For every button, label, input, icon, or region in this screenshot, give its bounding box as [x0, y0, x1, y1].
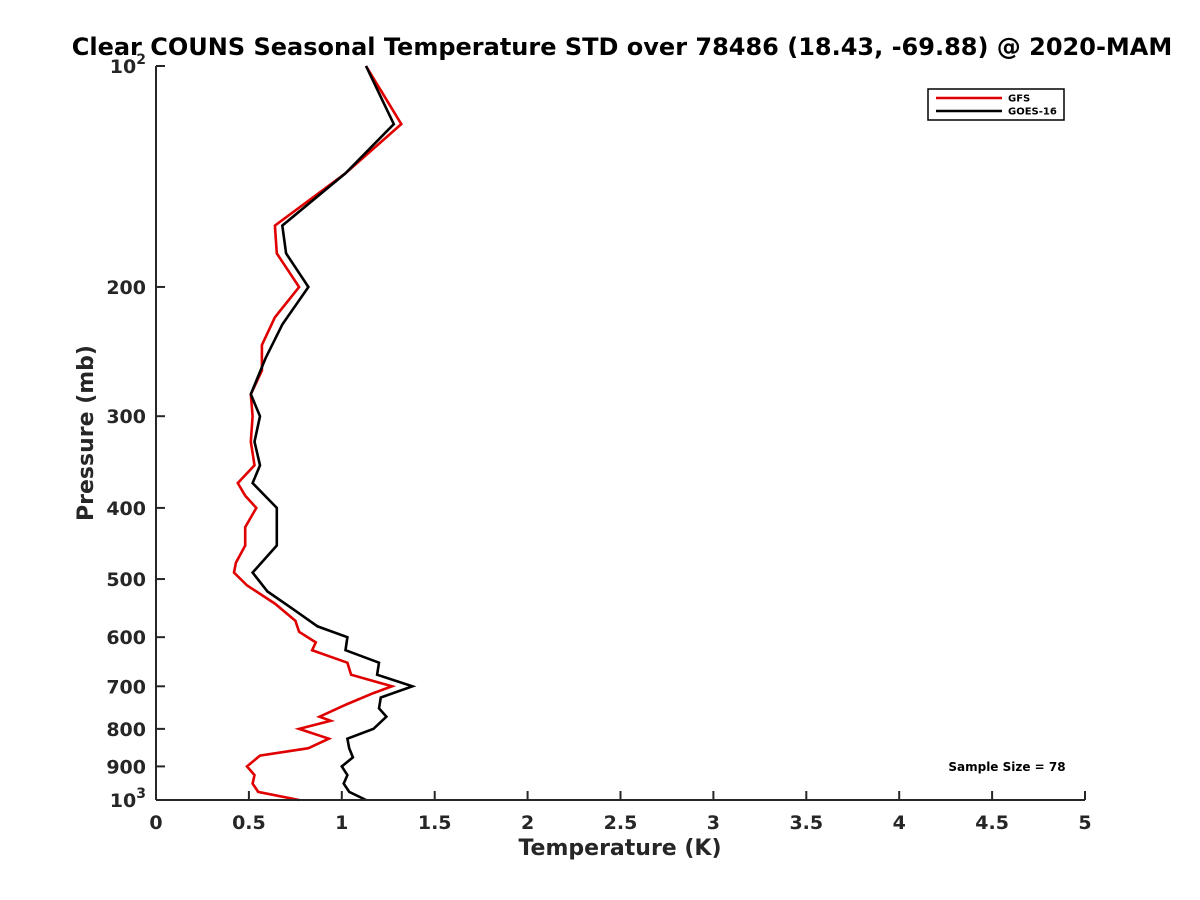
x-axis-ticks: 0 0.5 1 1.5 2 2.5 3 3.5 4 4.5 5 — [149, 791, 1092, 834]
legend-label-gfs: GFS — [1008, 94, 1030, 105]
x-tick-label: 1.5 — [418, 812, 452, 834]
y-tick-label: 400 — [106, 498, 146, 520]
y-tick-label: 500 — [106, 569, 146, 591]
y-tick-label-exponent: 3 — [136, 786, 146, 802]
x-tick-label: 5 — [1078, 812, 1091, 834]
y-tick-label-power: 103 — [110, 786, 146, 812]
x-tick-label: 3.5 — [789, 812, 823, 834]
y-tick-label: 200 — [106, 277, 146, 299]
x-tick-label: 3 — [707, 812, 720, 834]
series-line-gfs — [232, 65, 403, 802]
y-tick-label: 300 — [106, 406, 146, 428]
legend-box — [927, 88, 1065, 121]
y-tick-label: 600 — [106, 627, 146, 649]
x-axis-label: Temperature (K) — [518, 836, 721, 861]
series-lines — [232, 65, 417, 802]
x-tick-label: 4 — [893, 812, 906, 834]
y-tick-label-base: 10 — [110, 56, 136, 78]
y-tick-label-exponent: 2 — [136, 52, 146, 68]
sample-size-annotation: Sample Size = 78 — [948, 760, 1065, 774]
legend: GFS GOES-16 — [927, 88, 1065, 121]
x-tick-label: 0.5 — [232, 812, 266, 834]
chart-title: Clear COUNS Seasonal Temperature STD ove… — [72, 33, 1173, 61]
x-tick-label: 2.5 — [604, 812, 638, 834]
axes — [155, 66, 1085, 801]
y-tick-label-base: 10 — [110, 790, 136, 812]
x-tick-label: 1 — [335, 812, 348, 834]
y-tick-label-power: 102 — [110, 52, 146, 78]
series-line-goes16 — [249, 65, 417, 802]
y-tick-label: 800 — [106, 719, 146, 741]
y-axis-label: Pressure (mb) — [74, 345, 99, 521]
x-tick-label: 0 — [149, 812, 162, 834]
legend-label-goes16: GOES-16 — [1008, 107, 1057, 118]
x-tick-label: 4.5 — [975, 812, 1009, 834]
y-tick-label: 900 — [106, 756, 146, 778]
x-tick-label: 2 — [521, 812, 534, 834]
y-tick-label: 700 — [106, 676, 146, 698]
